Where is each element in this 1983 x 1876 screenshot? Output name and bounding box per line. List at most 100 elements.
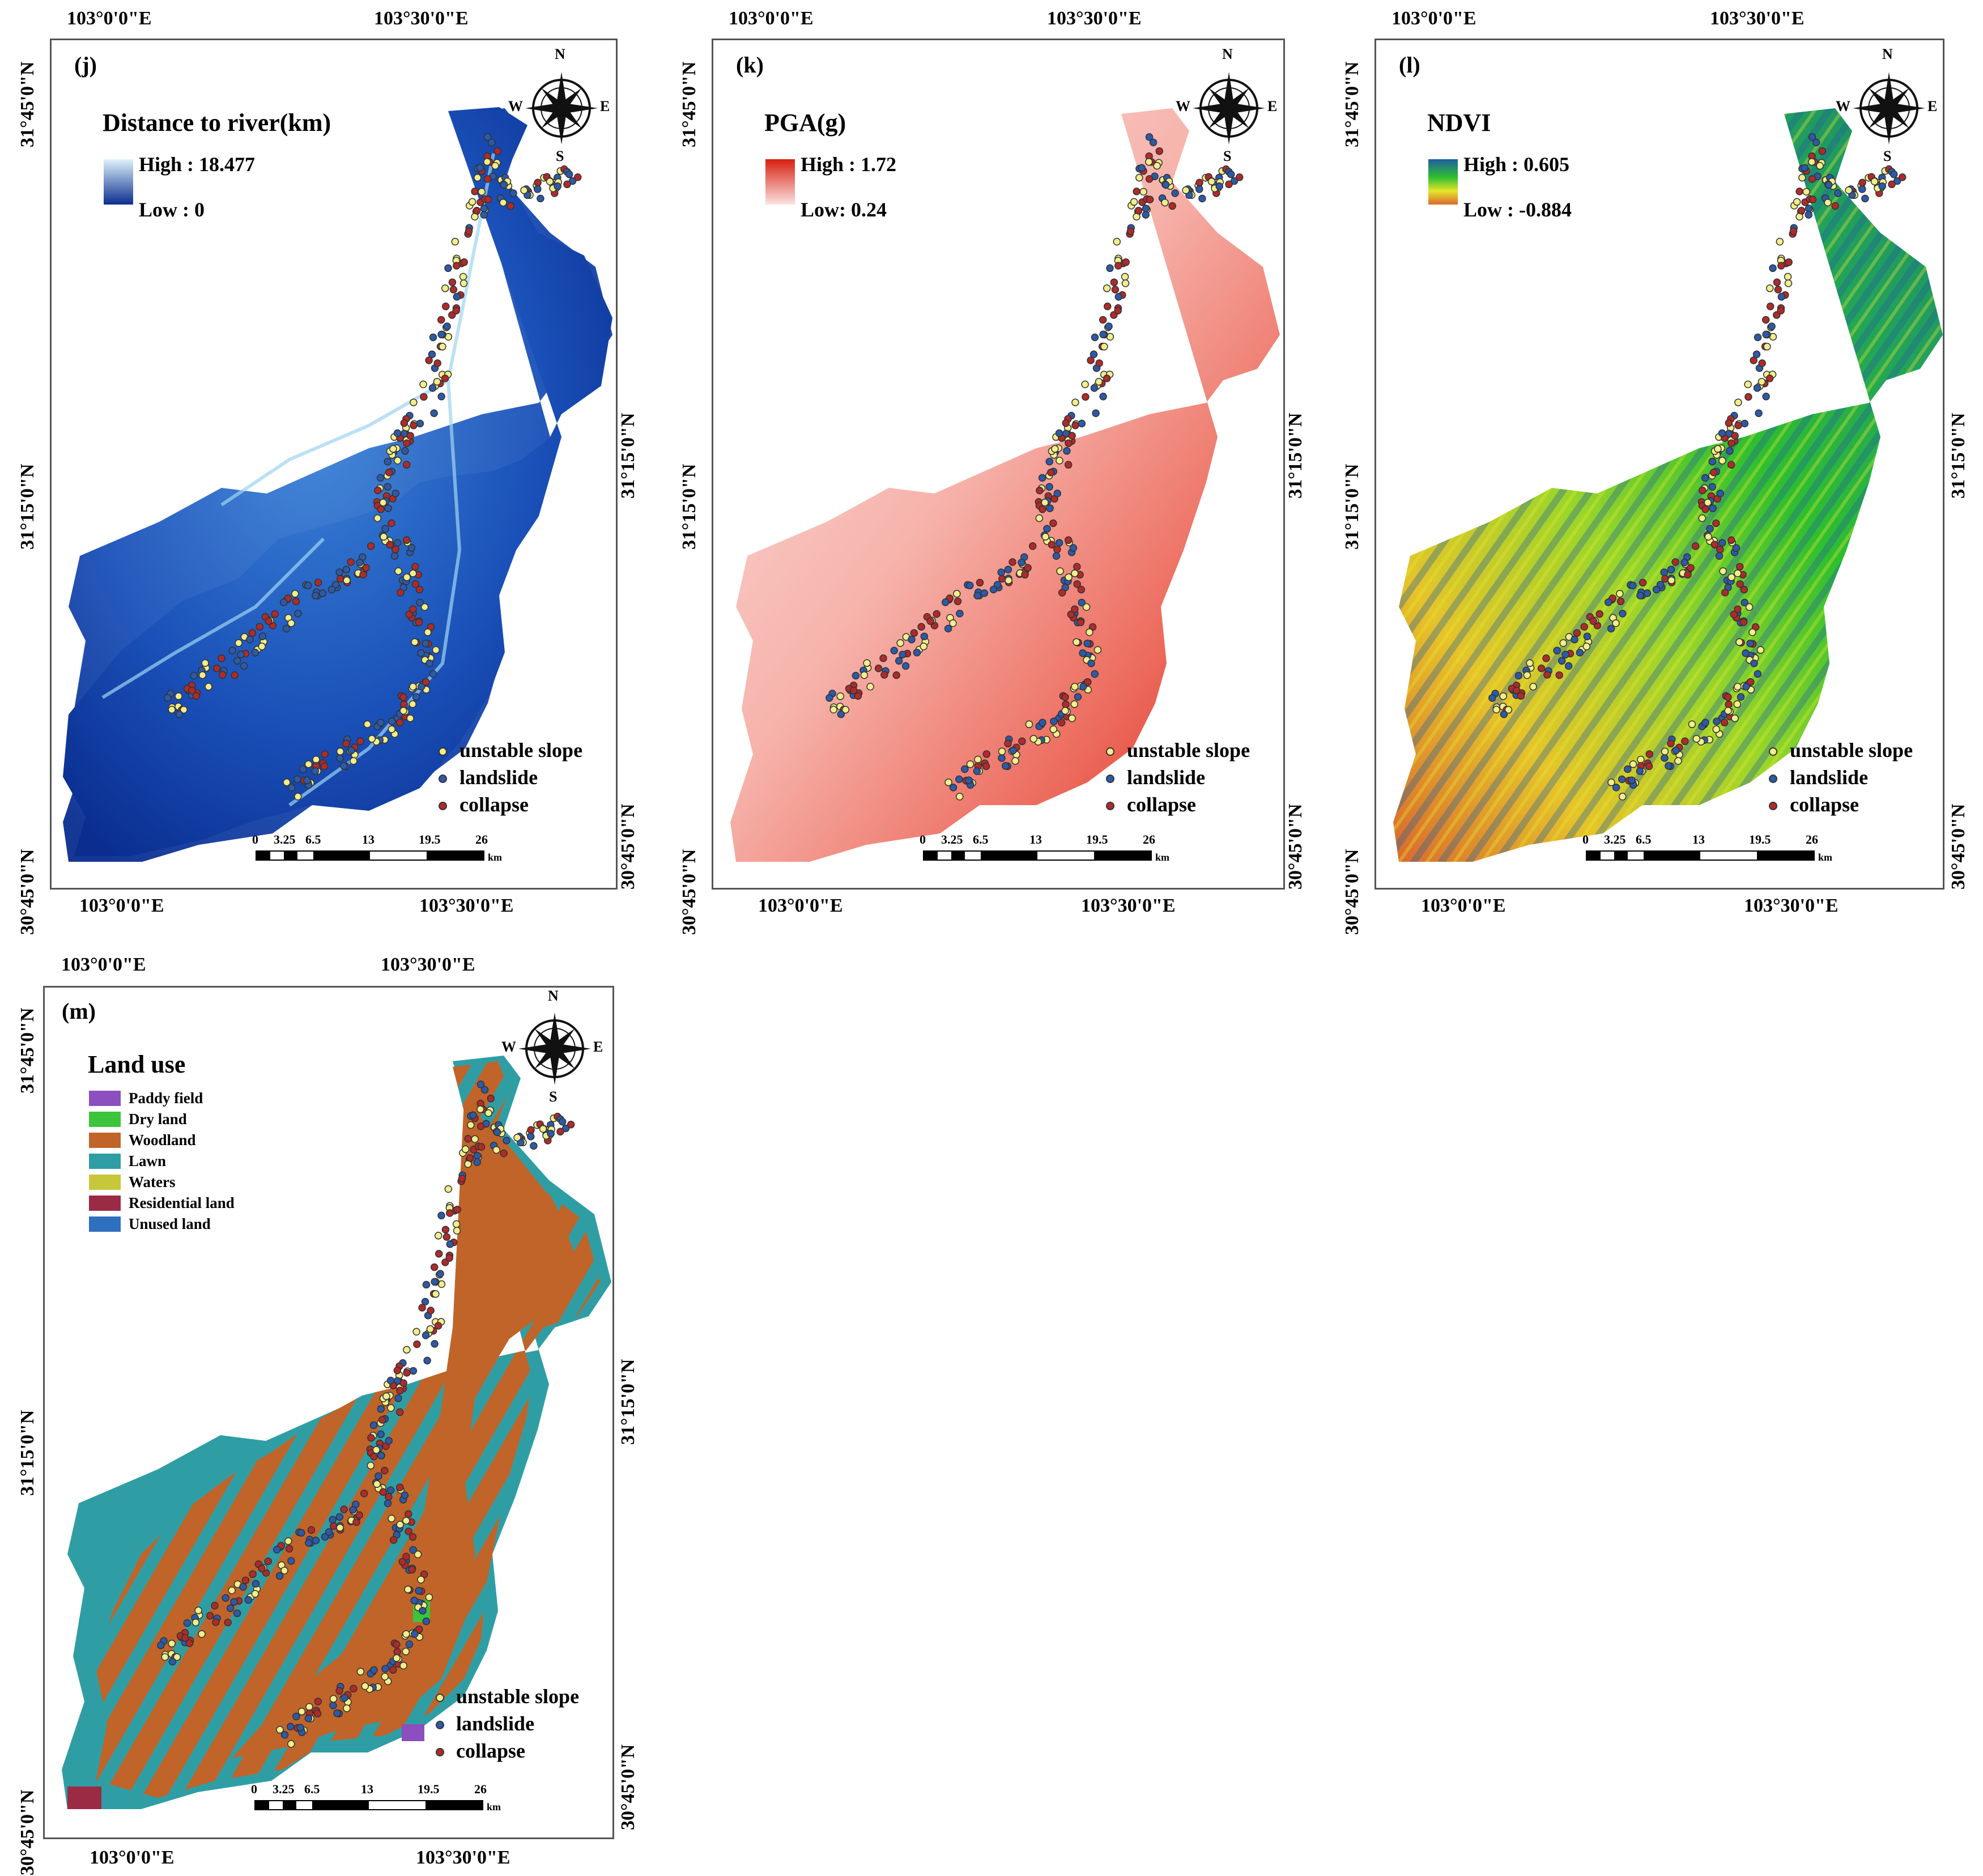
hazard-point-collapse [1687, 564, 1695, 572]
hazard-point-unstable-slope [1504, 705, 1513, 714]
hazard-point-unstable-slope [1727, 573, 1735, 581]
hazard-point-unstable-slope [513, 1134, 521, 1142]
lat-right-mid: 31°15'0"N [618, 412, 639, 499]
hazard-point-landslide [1052, 552, 1061, 560]
hazard-point-collapse [398, 1558, 407, 1566]
hazard-point-landslide [384, 504, 392, 512]
hazard-point-unstable-slope [402, 1630, 410, 1638]
hazard-point-landslide [226, 1604, 235, 1613]
hazard-point-collapse [185, 1639, 194, 1647]
hazard-point-landslide [1055, 539, 1063, 547]
hazard-point-collapse [1898, 173, 1907, 181]
hazard-point-unstable-slope [343, 1704, 351, 1712]
hazard-point-collapse [411, 580, 419, 588]
panel-label-l: (l) [1399, 52, 1420, 78]
lat-right-north: 31°15'0"N [1948, 412, 1969, 499]
legend-landslide-j: landslide [459, 766, 538, 789]
hazard-point-collapse [1701, 505, 1709, 513]
hazard-point-landslide [1087, 659, 1095, 667]
hazard-point-collapse [1068, 432, 1076, 440]
hazard-point-landslide [469, 1111, 477, 1120]
hazard-point-landslide [852, 671, 860, 680]
hazard-point-unstable-slope [393, 1654, 401, 1662]
hazard-point-unstable-slope [1674, 757, 1682, 765]
hazard-point-collapse [1765, 375, 1774, 382]
hazard-point-landslide [480, 205, 488, 212]
hazard-point-collapse [420, 393, 428, 401]
hazard-point-collapse [206, 1611, 214, 1620]
hazard-point-landslide [1069, 544, 1078, 552]
hazard-point-landslide [331, 581, 340, 589]
hazard-point-landslide [1732, 544, 1741, 552]
hazard-point-collapse [1684, 571, 1692, 579]
legend-low-k: Low: 0.24 [801, 198, 887, 221]
hazard-point-unstable-slope [956, 793, 964, 801]
hazard-point-landslide [890, 646, 898, 654]
hazard-point-collapse [449, 286, 458, 293]
lat-left-south: 30°45'0"N [679, 849, 700, 935]
hazard-point-collapse [1797, 206, 1806, 215]
hazard-point-landslide [530, 1142, 538, 1150]
hazard-point-landslide [1861, 194, 1869, 203]
hazard-point-unstable-slope [380, 533, 388, 541]
hazard-point-collapse [1058, 589, 1066, 597]
hazard-point-landslide [230, 1598, 238, 1606]
hazard-point-collapse [241, 1576, 250, 1584]
hazard-point-unstable-slope [1071, 398, 1079, 406]
hazard-point-unstable-slope [1582, 643, 1591, 650]
hazard-point-unstable-slope [1784, 273, 1792, 281]
hazard-point-collapse [285, 1545, 293, 1553]
hazard-point-collapse [1555, 671, 1563, 679]
hazard-point-landslide [1018, 558, 1025, 567]
hazard-point-unstable-slope [1619, 793, 1627, 801]
hazard-point-landslide [423, 1356, 431, 1365]
hazard-point-unstable-slope [373, 1480, 381, 1488]
hazard-point-collapse [453, 262, 461, 270]
hazard-point-unstable-slope [287, 619, 295, 627]
compass-s-l: S [1883, 148, 1892, 164]
hazard-point-collapse [408, 1566, 416, 1574]
hazard-point-collapse [1785, 258, 1793, 266]
hazard-point-landslide [1643, 589, 1652, 597]
hazard-point-landslide [377, 1405, 385, 1413]
hazard-point-collapse [982, 762, 990, 771]
scale-tick-1-k: 3.25 [941, 832, 963, 846]
hazard-point-unstable-slope [1139, 188, 1147, 196]
landuse-lawn: Lawn [129, 1152, 167, 1169]
hazard-point-collapse [403, 439, 411, 447]
legend-unstable-m: unstable slope [456, 1685, 580, 1708]
hazard-point-landslide [329, 1516, 337, 1524]
hazard-point-collapse [418, 1304, 426, 1312]
bottom-lon-west: 103°0'0"E [1421, 895, 1506, 916]
hazard-point-unstable-slope [1756, 646, 1765, 654]
hazard-point-collapse [248, 629, 257, 637]
hazard-point-landslide [392, 490, 399, 497]
hazard-point-collapse [1795, 188, 1803, 195]
hazard-point-unstable-slope [1113, 237, 1121, 246]
hazard-point-landslide [1488, 694, 1496, 702]
hazard-point-collapse [1710, 469, 1718, 477]
hazard-point-unstable-slope [1041, 533, 1049, 541]
hazard-point-landslide [239, 1583, 247, 1591]
hazard-point-collapse [1616, 597, 1625, 606]
hazard-point-unstable-slope [198, 671, 207, 679]
hazard-point-unstable-slope [1068, 714, 1076, 722]
hazard-point-unstable-slope [389, 445, 397, 453]
hazard-point-landslide [1805, 211, 1812, 219]
lat-left-south: 30°45'0"N [1342, 849, 1363, 935]
hazard-point-landslide [1079, 683, 1087, 691]
hazard-point-collapse [379, 1488, 388, 1496]
hazard-point-collapse [926, 617, 934, 625]
hazard-point-unstable-slope [829, 705, 837, 714]
hazard-point-landslide [388, 717, 396, 725]
hazard-point-unstable-slope [1121, 273, 1129, 281]
hazard-point-collapse [453, 1206, 461, 1214]
lat-right-south: 30°45'0"N [1285, 803, 1306, 890]
hazard-point-landslide [384, 457, 392, 466]
hazard-point-collapse [360, 1490, 368, 1498]
hazard-point-landslide [1583, 632, 1591, 640]
hazard-point-collapse [1734, 605, 1742, 614]
hazard-point-unstable-slope [297, 1708, 306, 1716]
hazard-point-landslide [418, 683, 425, 691]
hazard-point-landslide [280, 1731, 289, 1739]
